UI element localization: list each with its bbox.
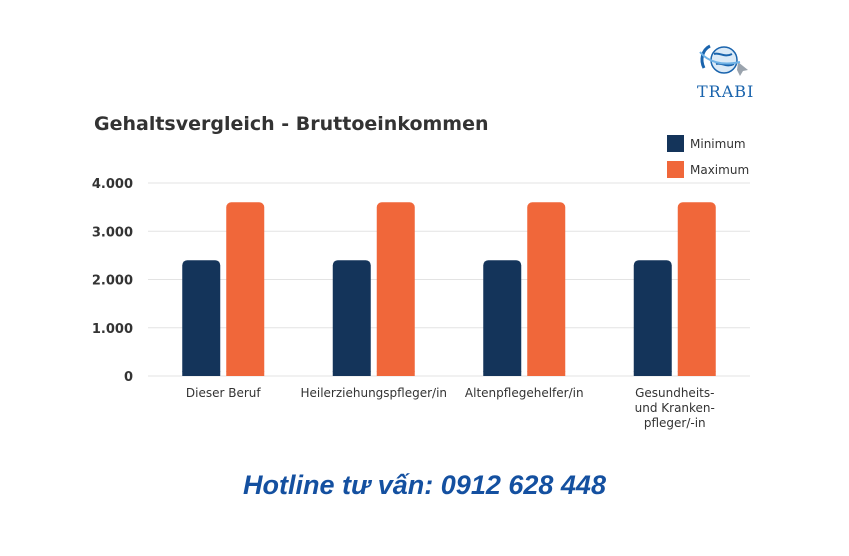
- bars: [182, 202, 716, 376]
- legend-label-maximum: Maximum: [690, 163, 749, 177]
- bar-maximum: [527, 202, 566, 376]
- category-label: Dieser Beruf: [186, 386, 261, 400]
- y-tick-label: 2.000: [92, 274, 133, 289]
- bar-minimum: [332, 260, 371, 376]
- bar-base: [677, 371, 716, 376]
- legend: Minimum Maximum: [667, 135, 749, 178]
- category-label: und Kranken-: [635, 401, 715, 415]
- bar-minimum: [633, 260, 672, 376]
- bar-maximum: [226, 202, 265, 376]
- chart-title: Gehaltsvergleich - Bruttoeinkommen: [94, 113, 489, 135]
- legend-label-minimum: Minimum: [690, 137, 746, 151]
- bar-base: [226, 371, 265, 376]
- y-tick-label: 4.000: [92, 177, 133, 192]
- bar-minimum: [182, 260, 221, 376]
- bar-base: [182, 371, 221, 376]
- bar-base: [483, 371, 522, 376]
- bar-base: [633, 371, 672, 376]
- category-label: pfleger/-in: [644, 416, 706, 430]
- y-tick-label: 1.000: [92, 322, 133, 337]
- brand-name: TRABI: [697, 82, 755, 101]
- globe-plane-icon: [699, 44, 748, 76]
- y-axis-ticks: 0 1.000 2.000 3.000 4.000: [92, 177, 133, 385]
- bar-base: [527, 371, 566, 376]
- legend-swatch-maximum: [667, 161, 684, 178]
- x-axis-categories: Dieser Beruf Heilerziehungspfleger/in Alte…: [186, 386, 715, 430]
- bar-base: [332, 371, 371, 376]
- bar-base: [376, 371, 415, 376]
- hotline-text: Hotline tư vấn: 0912 628 448: [243, 470, 606, 500]
- y-tick-label: 3.000: [92, 225, 133, 240]
- legend-swatch-minimum: [667, 135, 684, 152]
- y-tick-label: 0: [124, 370, 133, 385]
- category-label: Altenpflegehelfer/in: [465, 386, 584, 400]
- bar-minimum: [483, 260, 522, 376]
- bar-maximum: [677, 202, 716, 376]
- category-label: Heilerziehungspfleger/in: [300, 386, 447, 400]
- bar-maximum: [376, 202, 415, 376]
- category-label: Gesundheits-: [635, 386, 714, 400]
